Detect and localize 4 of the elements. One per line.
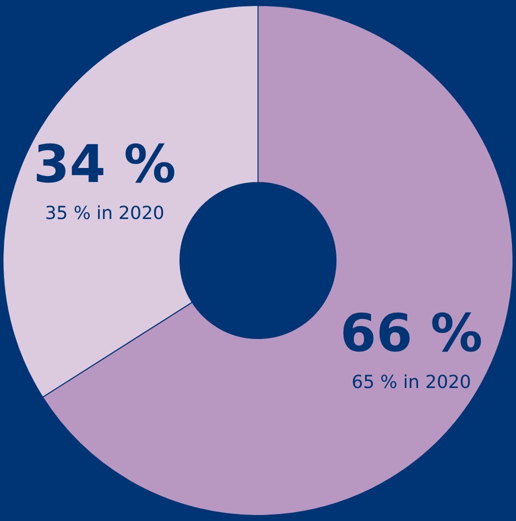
data-label: 66 %	[340, 304, 483, 364]
text: 35 % in 2020	[44, 203, 164, 224]
text: 65 % in 2020	[352, 372, 472, 393]
data-label: 34 %	[33, 135, 176, 196]
